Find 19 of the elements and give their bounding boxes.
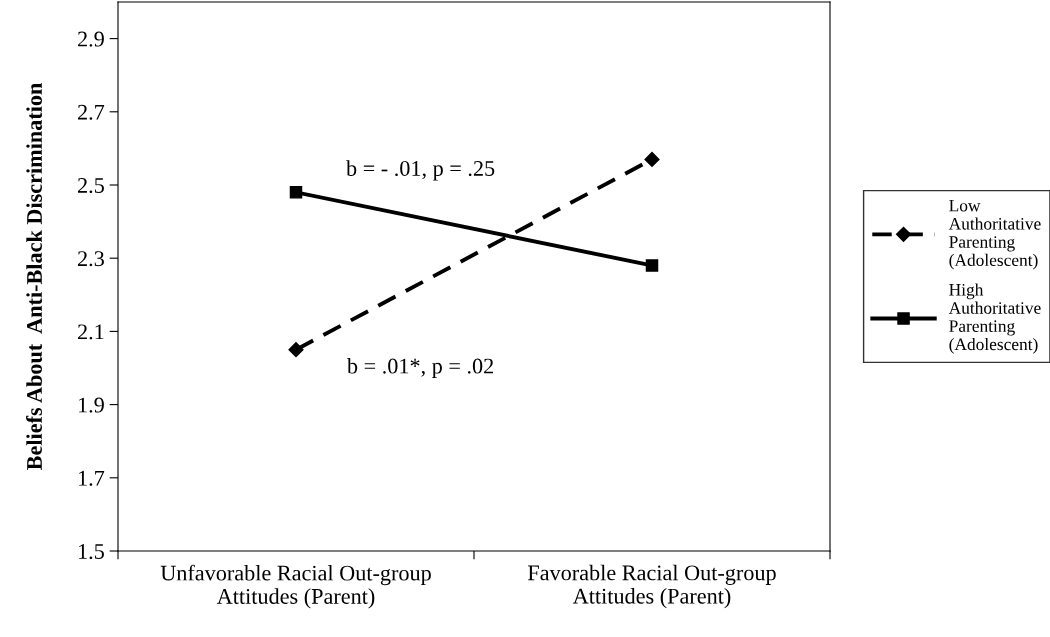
y-tick-label: 1.7 [78, 470, 105, 486]
y-tick-label: 1.9 [78, 397, 104, 413]
y-tick-label: 2.5 [78, 177, 104, 194]
y-tick-label: 1.5 [78, 544, 104, 560]
point [645, 259, 659, 272]
y-tick-label: 2.1 [78, 324, 104, 340]
legend-label: Low Authoritative Parenting (Adolescent) [948, 199, 1041, 270]
legend-label: High Authoritative Parenting (Adolescent) [948, 283, 1041, 354]
point [288, 342, 304, 358]
y-tick-label: 2.7 [78, 104, 105, 120]
x-tick-label: Unfavorable Racial Out-group Attitudes (Parent) [160, 564, 431, 609]
y-axis-title: Beliefs About Anti-Black Discrimination [26, 82, 43, 470]
point [289, 186, 303, 199]
x-tick-label: Favorable Racial Out-group Attitudes (Parent) [527, 564, 776, 609]
y-tick-label: 2.3 [78, 251, 104, 267]
point [644, 151, 660, 167]
annotation: b = - .01, p = .25 [346, 160, 495, 181]
y-tick-label: 2.9 [78, 31, 104, 47]
annotation: b = .01*, p = .02 [346, 357, 494, 379]
